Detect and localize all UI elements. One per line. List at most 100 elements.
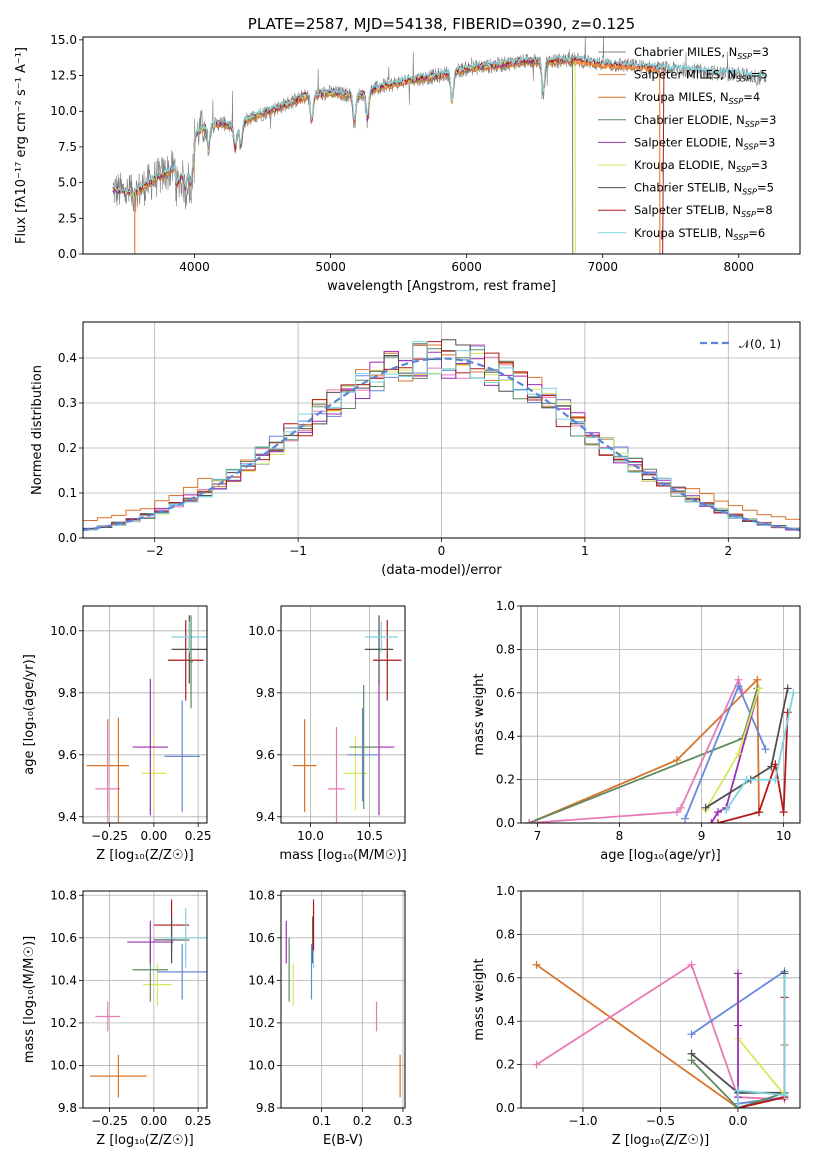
weight-point-marker	[525, 819, 534, 823]
legend-entry: Chabrier MILES, NSSP=3	[634, 45, 769, 61]
x-tick-label: 0.25	[185, 1114, 212, 1128]
y-tick-label: 10.4	[248, 973, 275, 987]
y-tick-label: 5.0	[58, 176, 77, 190]
y-tick-label: 15.0	[50, 33, 77, 47]
legend-suffix: =5	[751, 68, 768, 82]
x-axis-label: mass [log₁₀(M/M☉)]	[279, 848, 406, 863]
y-tick-label: 1.0	[496, 884, 515, 898]
x-tick-label: 2	[724, 544, 732, 558]
weight-point-marker	[532, 1060, 541, 1069]
weight-point-marker	[677, 803, 686, 812]
weight-series-line	[705, 688, 789, 809]
weight-point-marker	[734, 1104, 742, 1108]
chart-title: PLATE=2587, MJD=54138, FIBERID=0390, z=0…	[248, 15, 635, 33]
legend-sub: SSP	[736, 165, 751, 174]
axes-frame	[280, 890, 406, 1109]
y-tick-label: 2.5	[58, 211, 77, 225]
legend-entry: Kroupa MILES, NSSP=4	[634, 90, 760, 106]
weight-point-marker	[753, 675, 762, 684]
x-tick-label: 10	[776, 829, 791, 843]
weight-point-marker	[701, 803, 710, 812]
y-tick-label: 0.2	[58, 441, 77, 455]
x-axis-label: age [log₁₀(age/yr)]	[600, 848, 721, 863]
x-tick-label: 5000	[315, 260, 346, 274]
x-tick-label: 1	[581, 544, 589, 558]
legend-entry: 𝒩(0, 1)	[739, 337, 781, 351]
weight-point-marker	[783, 708, 792, 717]
plot-area	[532, 960, 789, 1108]
x-axis-label: E(B-V)	[323, 1133, 363, 1148]
weight-series-line	[528, 677, 760, 823]
weight-point-marker	[742, 775, 751, 784]
x-tick-label: 0.0	[728, 1114, 747, 1128]
weight-point-marker	[783, 684, 792, 693]
legend-label: Salpeter STELIB, N	[634, 203, 741, 217]
legend-sub: SSP	[734, 233, 749, 242]
y-tick-label: 9.8	[58, 686, 77, 700]
x-tick-label: 0.2	[353, 1114, 372, 1128]
y-tick-label: 0.6	[496, 686, 515, 700]
legend-sub: SSP	[742, 188, 757, 197]
x-tick-label: −1	[289, 544, 307, 558]
weight-series-line	[710, 688, 760, 823]
plot-area	[292, 615, 402, 823]
legend-suffix: =6	[748, 226, 765, 240]
spectrum-model-line	[112, 55, 573, 197]
y-tick-label: 10.0	[248, 624, 275, 638]
weight-point-marker	[754, 808, 763, 817]
legend-entry: Chabrier ELODIE, NSSP=3	[634, 113, 776, 129]
weight-point-marker	[722, 805, 731, 814]
x-tick-label: 6000	[451, 260, 482, 274]
x-tick-label: −0.25	[91, 1114, 128, 1128]
y-tick-label: 10.6	[248, 931, 275, 945]
weight-point-marker	[681, 814, 690, 823]
y-tick-label: 10.2	[50, 1016, 77, 1030]
weight-series-line	[725, 692, 795, 811]
x-tick-label: 8000	[724, 260, 755, 274]
x-tick-label: 9	[698, 829, 706, 843]
y-tick-label: 9.8	[256, 686, 275, 700]
legend-sub: SSP	[737, 52, 752, 61]
y-axis-label: age [log₁₀(age/yr)]	[22, 654, 37, 775]
legend-label: Kroupa STELIB, N	[634, 226, 734, 240]
axes-frame	[82, 890, 208, 1109]
x-tick-label: −0.25	[91, 829, 128, 843]
x-axis-label: Z [log₁₀(Z/Z☉)]	[96, 848, 193, 863]
histogram-step	[83, 341, 800, 538]
legend-label: Chabrier ELODIE, N	[634, 113, 745, 127]
y-tick-label: 0.3	[58, 396, 77, 410]
y-tick-label: 10.4	[50, 973, 77, 987]
y-tick-label: 9.8	[256, 1101, 275, 1115]
x-tick-label: −1.0	[568, 1114, 597, 1128]
panel-spectrum: 4000 5000 6000 7000 8000 0.0 2.5 5.0 7.5 10.0 12.5…	[14, 15, 801, 294]
weight-point-marker	[687, 960, 696, 969]
y-tick-label: 10.8	[248, 888, 275, 902]
legend-sub: SSP	[729, 97, 744, 106]
legend-entry: Kroupa STELIB, NSSP=6	[634, 226, 765, 242]
x-tick-label: −0.5	[646, 1114, 675, 1128]
y-tick-label: 0.0	[58, 531, 77, 545]
y-tick-label: 9.4	[256, 810, 275, 824]
legend-suffix: =3	[758, 135, 775, 149]
plot-area	[285, 899, 401, 1098]
weight-series-line	[737, 973, 786, 1096]
weight-point-marker	[734, 749, 743, 758]
y-tick-label: 0.4	[496, 1014, 515, 1028]
x-tick-label: 8	[616, 829, 624, 843]
panel-weight-vs-Z: −1.0 −0.5 0.0 0.0 0.2 0.4 0.6 0.8 1.0 Z [log₁₀(Z/…	[472, 884, 801, 1148]
panel-age-vs-mass: 10.0 10.5 9.4 9.6 9.8 10.0 mass [log₁₀(M/M☉)]	[248, 605, 407, 863]
x-tick-label: 7	[534, 829, 542, 843]
legend-label: Kroupa ELODIE, N	[634, 158, 736, 172]
legend-label: Chabrier MILES, N	[634, 45, 737, 59]
legend-sub: SSP	[741, 210, 756, 219]
y-tick-label: 10.0	[50, 624, 77, 638]
y-tick-label: 0.0	[496, 1101, 515, 1115]
legend-label: Kroupa MILES, N	[634, 90, 729, 104]
weight-series-line	[690, 1059, 785, 1108]
x-axis-label: Z [log₁₀(Z/Z☉)]	[96, 1133, 193, 1148]
weight-point-marker	[734, 682, 743, 691]
panel-mass-vs-Z: −0.25 0.00 0.25 9.8 10.0 10.2 10.4 10.6 10.8 Z [l…	[22, 888, 212, 1148]
y-tick-label: 10.2	[248, 1016, 275, 1030]
x-tick-label: 0.00	[140, 829, 167, 843]
